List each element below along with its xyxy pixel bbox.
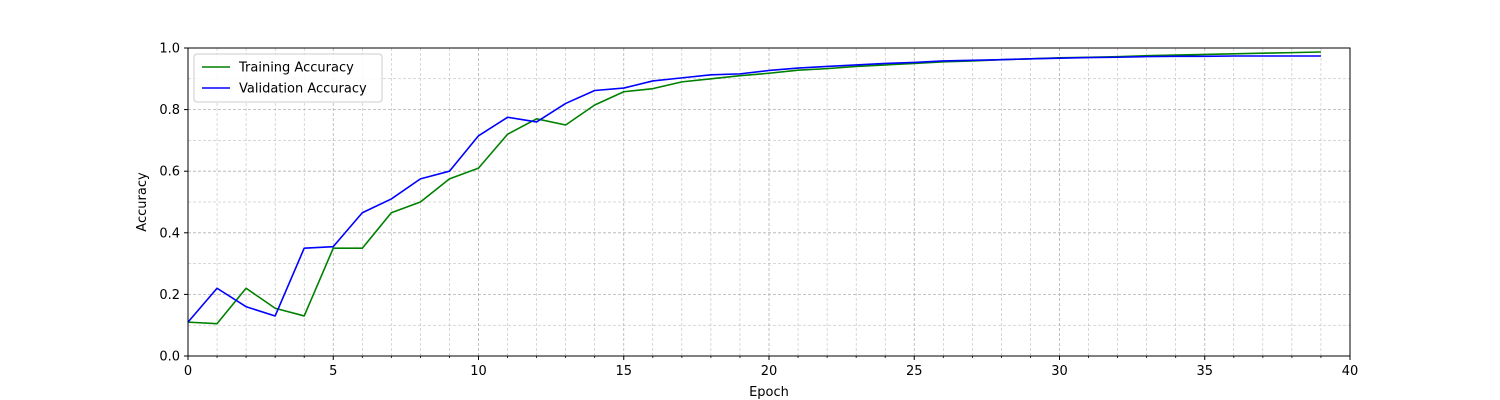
y-axis-label: Accuracy: [135, 172, 150, 232]
x-tick-label: 10: [470, 364, 487, 379]
x-tick-label: 40: [1342, 364, 1359, 379]
series-line-validation-accuracy: [187, 55, 1321, 323]
y-tick-label: 0.6: [159, 165, 180, 180]
legend-label: Training Accuracy: [238, 61, 354, 76]
x-tick-label: 20: [761, 364, 778, 379]
x-axis-label: Epoch: [749, 385, 789, 400]
legend-box: [193, 53, 383, 103]
x-tick-label: 5: [329, 364, 337, 379]
y-tick-label: 1.0: [159, 42, 180, 57]
legend: Training Accuracy Validation Accuracy: [193, 53, 383, 103]
y-tick-label: 0.0: [159, 350, 180, 365]
y-tick-label: 0.4: [159, 226, 180, 241]
x-tick-label: 15: [615, 364, 632, 379]
grid: [187, 47, 1351, 357]
series-lines: [187, 51, 1321, 325]
axis-ticks: 0 5 10 15 20 25 30 35 40 0.0 0.2 0.4 0.6 0.8 1.0: [159, 42, 1358, 380]
x-tick-label: 30: [1051, 364, 1068, 379]
x-tick-label: 25: [906, 364, 923, 379]
legend-label: Validation Accuracy: [239, 82, 367, 97]
x-tick-label: 35: [1196, 364, 1213, 379]
y-tick-label: 0.2: [159, 288, 180, 303]
y-tick-label: 0.8: [159, 103, 180, 118]
x-tick-label: 0: [184, 364, 192, 379]
